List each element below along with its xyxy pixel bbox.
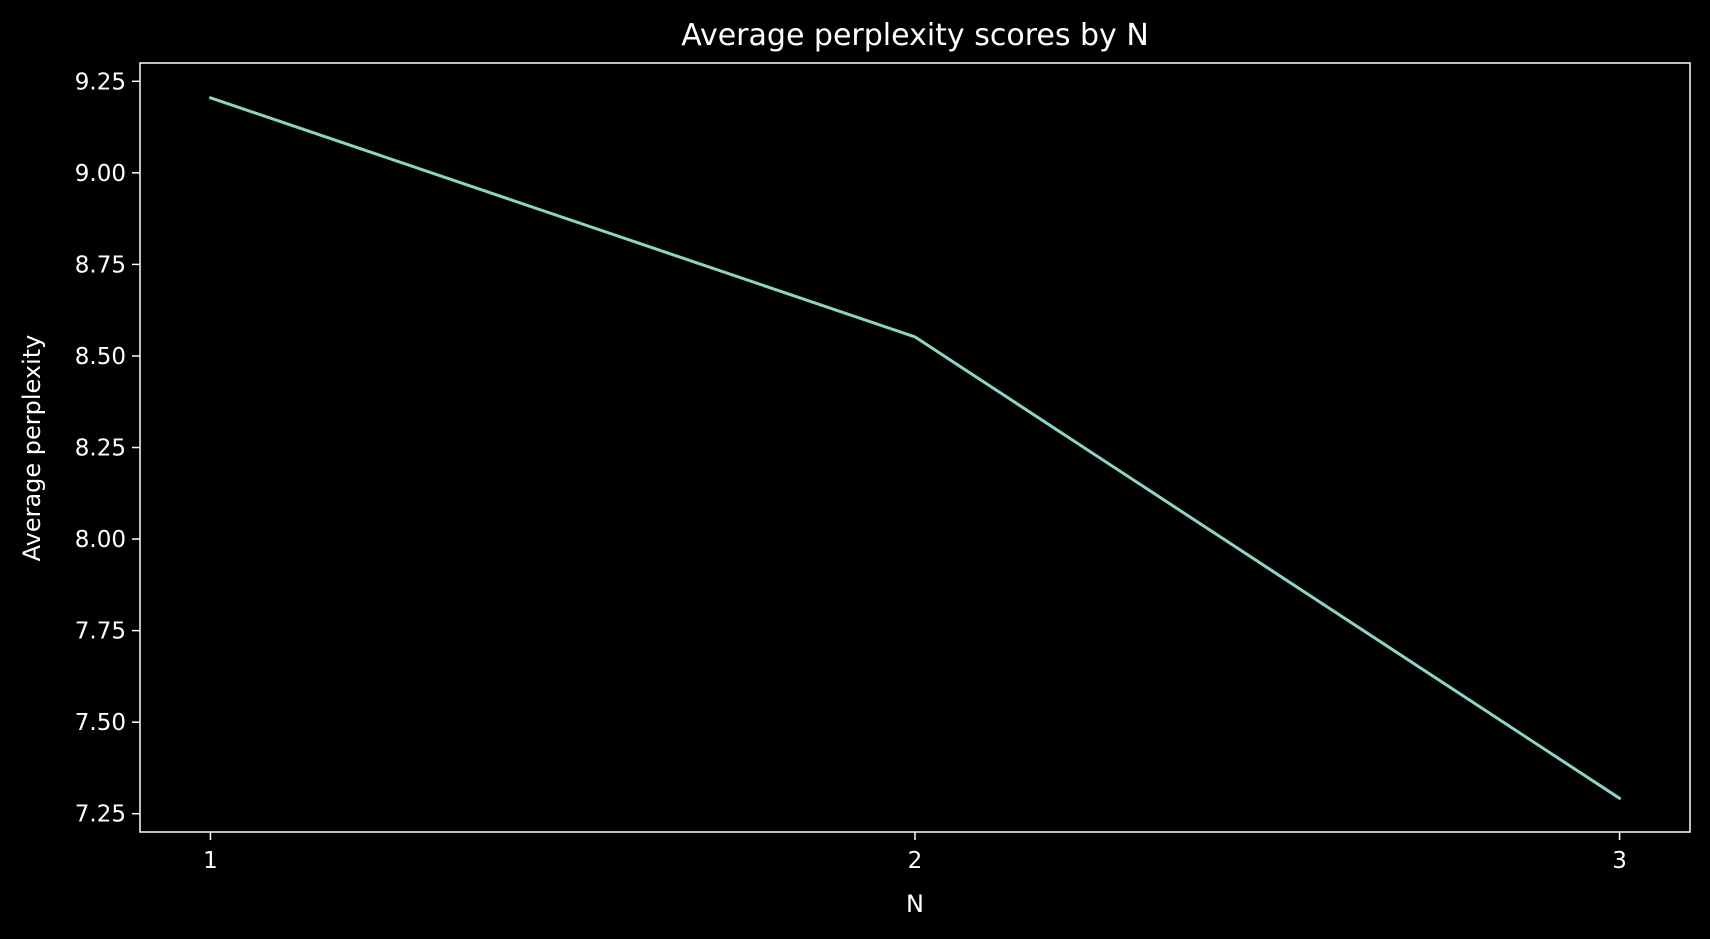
y-tick-label: 9.25 bbox=[75, 69, 126, 95]
series-layer bbox=[208, 96, 1622, 800]
x-tick-label: 1 bbox=[203, 848, 218, 874]
y-axis-label: Average perplexity bbox=[18, 335, 46, 562]
axis-ticks: 1 2 3 7.25 7.50 7.75 8.00 8.25 8.50 8.75 9.00 9.25 bbox=[75, 69, 1627, 874]
x-tick-label: 3 bbox=[1612, 848, 1627, 874]
chart-title: Average perplexity scores by N bbox=[681, 18, 1149, 53]
y-tick-label: 8.75 bbox=[75, 252, 126, 278]
x-tick-label: 2 bbox=[908, 848, 923, 874]
y-tick-label: 7.50 bbox=[75, 710, 126, 736]
y-tick-label: 8.25 bbox=[75, 436, 126, 462]
y-tick-label: 7.25 bbox=[75, 802, 126, 828]
x-axis-label: N bbox=[906, 890, 924, 918]
y-tick-label: 8.00 bbox=[75, 527, 126, 553]
y-tick-label: 8.50 bbox=[75, 344, 126, 370]
y-tick-label: 9.00 bbox=[75, 161, 126, 187]
y-tick-label: 7.75 bbox=[75, 619, 126, 645]
axes-frame bbox=[139, 62, 1691, 833]
